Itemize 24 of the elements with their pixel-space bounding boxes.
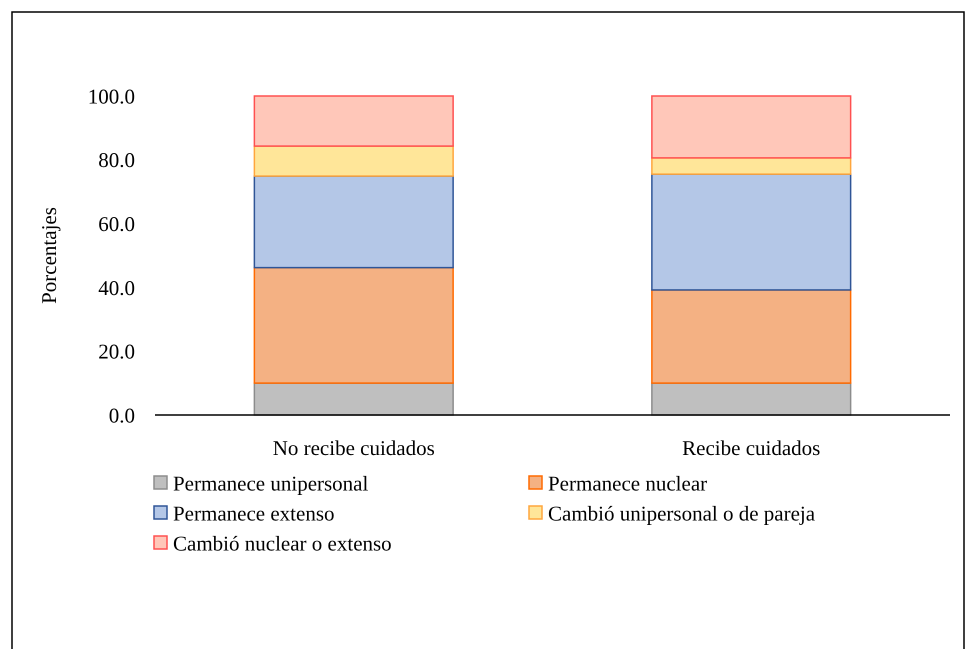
x-tick-label: Recibe cuidados bbox=[682, 436, 820, 460]
y-tick-label: 100.0 bbox=[88, 84, 135, 108]
bar bbox=[651, 289, 852, 384]
y-tick-label: 20.0 bbox=[98, 340, 135, 364]
bar bbox=[651, 157, 852, 175]
bar bbox=[651, 382, 852, 416]
bar bbox=[651, 95, 852, 159]
y-tick-label: 40.0 bbox=[98, 276, 135, 300]
y-tick-label: 0.0 bbox=[108, 403, 135, 428]
bar bbox=[254, 95, 454, 147]
legend-label: Permanece unipersonal bbox=[173, 471, 368, 496]
legend-label: Cambió unipersonal o de pareja bbox=[548, 501, 816, 526]
legend-label: Cambió nuclear o extenso bbox=[173, 531, 392, 556]
bar bbox=[254, 175, 454, 268]
bar bbox=[254, 145, 454, 177]
y-axis-title: Porcentajes bbox=[37, 207, 61, 304]
x-tick-label: No recibe cuidados bbox=[272, 436, 435, 460]
y-tick-label: 60.0 bbox=[98, 212, 135, 236]
bar bbox=[254, 382, 454, 416]
y-tick-label: 80.0 bbox=[98, 148, 135, 172]
bar bbox=[651, 173, 852, 291]
legend-label: Permanece extenso bbox=[173, 501, 335, 526]
legend-label: Permanece nuclear bbox=[548, 471, 708, 496]
bar bbox=[254, 266, 454, 384]
